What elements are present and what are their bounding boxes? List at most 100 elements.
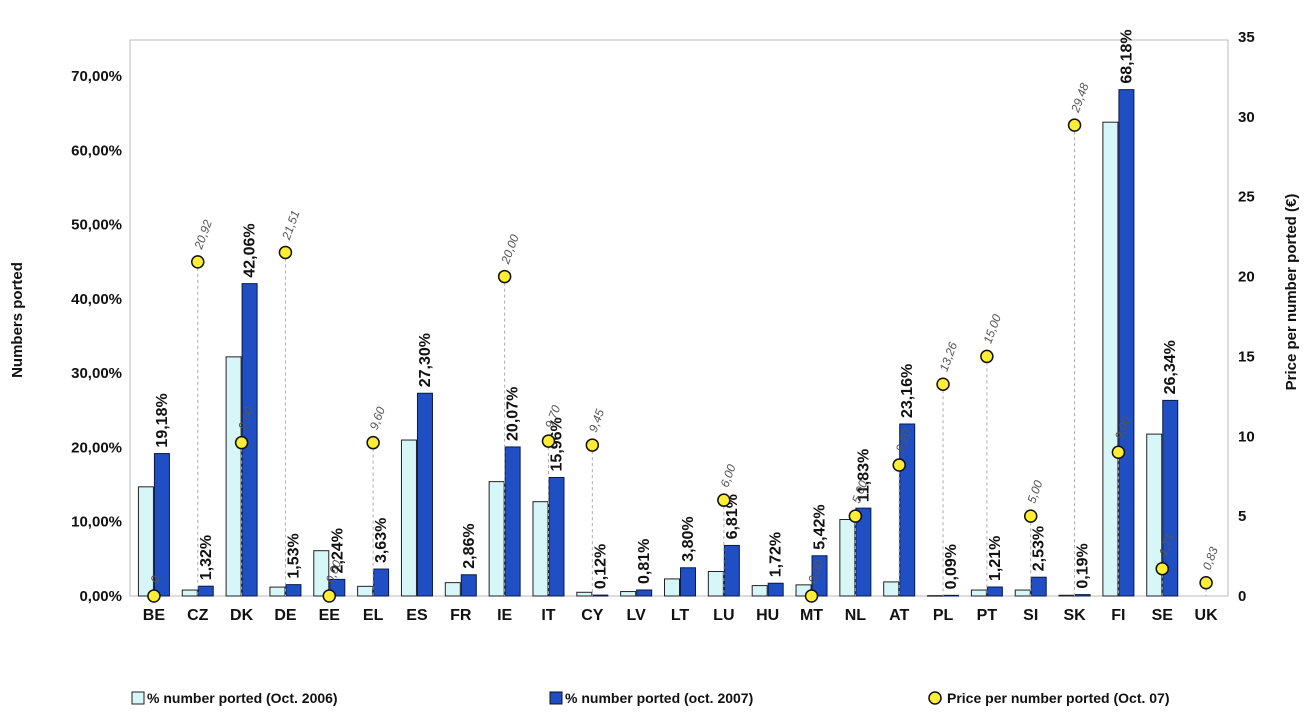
category-label: ES: [406, 607, 428, 624]
price-point: [147, 589, 161, 603]
legend-swatch-2006: [131, 691, 145, 705]
bar-2006: [1058, 594, 1075, 597]
category-label: LU: [713, 607, 734, 624]
bar-2007-data-label: 23,16%: [899, 364, 916, 418]
bar-2006: [883, 581, 900, 597]
bar-2007: [943, 594, 960, 597]
price-point: [1067, 118, 1082, 132]
price-data-label: 9,60: [367, 405, 388, 432]
category-label: DE: [274, 607, 297, 624]
right-tick-label: 15: [1238, 348, 1255, 365]
bar-2007-data-label: 42,06%: [242, 223, 259, 277]
category-label: LT: [671, 607, 690, 624]
bar-2007: [416, 392, 433, 597]
category-label: DK: [230, 607, 254, 624]
price-point: [717, 493, 731, 507]
bar-2007: [811, 555, 828, 597]
bar-2007-data-label: 15,96%: [548, 417, 565, 471]
right-tick-label: 0: [1238, 588, 1246, 605]
category-label: IE: [497, 607, 512, 624]
price-point: [1111, 445, 1126, 460]
bar-2006: [444, 582, 461, 597]
plot-frame: [129, 39, 1229, 597]
bar-2007: [986, 586, 1003, 597]
bar-2007-data-label: 19,18%: [154, 393, 171, 447]
price-point: [191, 255, 205, 269]
legend-label-2007: % number ported (oct. 2007): [565, 690, 753, 706]
bar-2007: [1074, 594, 1091, 597]
category-label: NL: [845, 607, 867, 624]
category-label: HU: [756, 607, 779, 624]
bar-2006: [400, 439, 417, 597]
price-data-label: 21,51: [279, 208, 303, 242]
price-point: [848, 509, 863, 523]
bar-2006: [839, 519, 856, 597]
bar-2007: [153, 453, 170, 597]
bar-2006: [1146, 433, 1163, 597]
bar-2007-data-label: 1,53%: [285, 533, 302, 578]
bar-2007: [548, 476, 565, 597]
bar-labels-layer: 19,18% 1,32% 42,06% 1,53% 2,24% 3,63% 27,30% 2,…: [154, 29, 1179, 589]
category-label: SK: [1063, 607, 1086, 624]
bar-2007-data-label: 1,72%: [768, 532, 785, 577]
bar-2006: [970, 589, 987, 597]
bar-2007-data-label: 11,83%: [855, 449, 872, 502]
bar-2007-data-label: 3,80%: [680, 516, 697, 561]
bar-2007: [723, 544, 740, 597]
right-axis-title: Price per number ported (€): [1283, 194, 1300, 391]
bar-2006: [532, 501, 549, 597]
bar-2006: [357, 585, 374, 597]
legend-swatch-2007: [549, 691, 563, 705]
bar-2006: [269, 586, 286, 597]
bar-2007: [373, 568, 390, 597]
bar-2007-data-label: 5,42%: [812, 504, 829, 549]
category-label: BE: [143, 607, 166, 624]
category-label: PL: [933, 607, 954, 624]
bar-2006: [751, 585, 768, 597]
left-tick-label: 10,00%: [71, 514, 122, 531]
price-point: [1199, 575, 1213, 590]
price-data-label: 20,92: [191, 218, 215, 252]
bars-layer: [137, 89, 1179, 597]
price-point: [980, 349, 994, 364]
bar-2007-data-label: 1,21%: [987, 536, 1004, 581]
right-tick-label: 10: [1238, 428, 1255, 445]
price-point: [234, 435, 249, 450]
left-tick-label: 60,00%: [71, 142, 122, 159]
bar-2006: [225, 356, 242, 597]
bar-2006: [1102, 121, 1119, 597]
price-data-label: 15,00: [981, 312, 1005, 345]
legend-label-2006: % number ported (Oct. 2006): [147, 690, 338, 706]
legend: % number ported (Oct. 2006) % number por…: [131, 690, 1170, 706]
price-point: [892, 458, 906, 472]
bar-2007: [1030, 576, 1047, 597]
bar-2007-data-label: 2,86%: [461, 523, 478, 568]
category-label: UK: [1195, 607, 1219, 624]
price-point: [541, 434, 556, 448]
category-label: SI: [1023, 607, 1038, 624]
price-point: [1023, 509, 1038, 523]
price-data-label: 13,26: [937, 340, 961, 373]
price-point: [585, 438, 600, 452]
bar-2007: [1118, 89, 1135, 597]
bar-2007: [680, 567, 696, 597]
bar-2007-data-label: 0,12%: [592, 544, 609, 589]
price-point: [1155, 561, 1169, 576]
bar-2006: [664, 578, 680, 597]
category-label: AT: [889, 607, 909, 624]
right-tick-label: 35: [1238, 29, 1255, 46]
bar-2007: [460, 574, 477, 597]
price-data-label: 20,00: [498, 232, 522, 266]
price-data-label: 0: [148, 574, 164, 585]
price-data-label: 0,83: [1200, 545, 1221, 572]
bar-2007: [636, 589, 653, 597]
bar-2007-data-label: 68,18%: [1118, 29, 1135, 83]
bar-2006: [137, 486, 154, 597]
left-tick-label: 30,00%: [71, 365, 122, 382]
left-tick-label: 20,00%: [71, 439, 122, 456]
bar-2006: [1014, 589, 1031, 597]
right-tick-label: 25: [1238, 189, 1255, 206]
left-axis: 0,00% 10,00% 20,00% 30,00% 40,00% 50,00% 60,00…: [71, 68, 122, 605]
bar-2006: [181, 589, 198, 597]
price-guide-lines: [197, 125, 1207, 596]
